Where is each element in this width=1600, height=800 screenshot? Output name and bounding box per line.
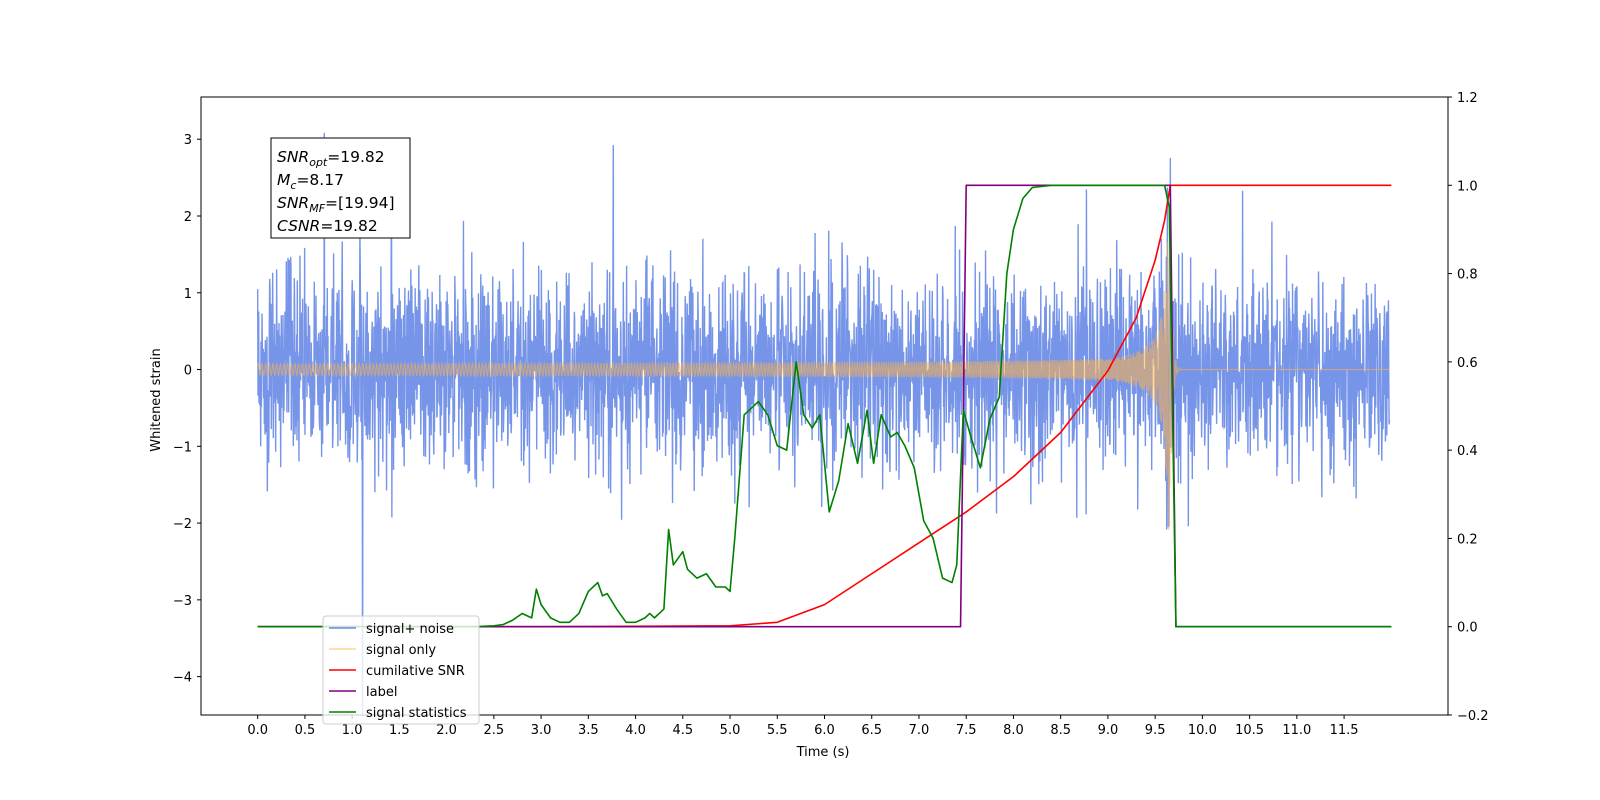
y-right-tick-label: 0.8	[1457, 268, 1478, 283]
x-tick-label: 5.5	[767, 723, 788, 738]
x-tick-label: 3.0	[531, 723, 552, 738]
x-tick-label: 8.5	[1050, 723, 1071, 738]
x-tick-label: 10.0	[1188, 723, 1217, 738]
legend-frame	[322, 615, 480, 725]
x-tick-label: 6.5	[861, 723, 882, 738]
x-tick-label: 6.0	[814, 723, 835, 738]
y-left-tick-label: 3	[184, 133, 192, 148]
y-left-tick-label: −3	[173, 594, 192, 609]
y-axis-label: Whitened strain	[149, 348, 164, 451]
annotation-line: CSNR=19.82	[277, 217, 378, 235]
x-tick-label: 3.5	[578, 723, 599, 738]
y-right-tick-label: 0.6	[1457, 356, 1478, 371]
plot-area	[256, 132, 1392, 715]
x-tick-label: 11.0	[1282, 723, 1311, 738]
series-cumulative-snr-line	[257, 184, 1392, 628]
legend: signal+ noise signal only cumilative SNR la…	[322, 615, 480, 725]
x-tick-label: 10.5	[1235, 723, 1264, 738]
x-tick-label: 8.0	[1003, 723, 1024, 738]
series-signal-statistics-line	[257, 184, 1392, 628]
legend-label: label	[366, 685, 397, 700]
y-right-tick-label: 0.4	[1457, 444, 1478, 459]
y-left-tick-label: 1	[184, 287, 192, 302]
x-tick-label: 2.5	[484, 723, 505, 738]
y-right-tick-label: 0.0	[1457, 621, 1478, 636]
x-tick-label: 4.0	[625, 723, 646, 738]
y-left-tick-label: 0	[184, 364, 192, 379]
x-tick-label: 9.5	[1145, 723, 1166, 738]
x-tick-label: 0.5	[295, 723, 316, 738]
x-tick-label: 11.5	[1330, 723, 1359, 738]
x-tick-label: 0.0	[247, 723, 268, 738]
x-tick-label: 2.0	[436, 723, 457, 738]
series-signal-noise-line	[256, 132, 1391, 715]
annotation-line: SNRopt=19.82	[277, 148, 385, 169]
legend-label: signal only	[366, 643, 436, 658]
axes: 0.0 0.5 1.0 1.5 2.0 2.5 3.0 3.5 4.0 4.5 5.0 5.5 6.0 6…	[173, 91, 1489, 738]
y-left-tick-label: 2	[184, 210, 192, 225]
y-right-tick-label: 0.2	[1457, 532, 1478, 547]
x-tick-label: 4.5	[672, 723, 693, 738]
annotation-line: Mc=8.17	[277, 171, 344, 192]
x-tick-label: 5.0	[720, 723, 741, 738]
legend-label: signal statistics	[366, 706, 467, 721]
y-right-tick-label: −0.2	[1457, 709, 1489, 724]
x-tick-label: 9.0	[1098, 723, 1119, 738]
x-tick-label: 7.5	[956, 723, 977, 738]
y-right-tick-label: 1.0	[1457, 179, 1478, 194]
legend-label: signal+ noise	[366, 622, 454, 637]
legend-label: cumilative SNR	[366, 664, 465, 679]
y-left-tick-label: −4	[173, 671, 192, 686]
annotation-line: SNRMF=[19.94]	[277, 194, 395, 215]
x-tick-label: 1.5	[389, 723, 410, 738]
x-tick-label: 1.0	[342, 723, 363, 738]
x-tick-label: 7.0	[909, 723, 930, 738]
y-left-tick-label: −2	[173, 517, 192, 532]
annotation-frame	[270, 137, 411, 239]
series-signal-only-line	[257, 204, 1390, 531]
y-left-tick-label: −1	[173, 440, 192, 455]
y-right-tick-label: 1.2	[1457, 91, 1478, 106]
x-axis-label: Time (s)	[796, 745, 850, 760]
